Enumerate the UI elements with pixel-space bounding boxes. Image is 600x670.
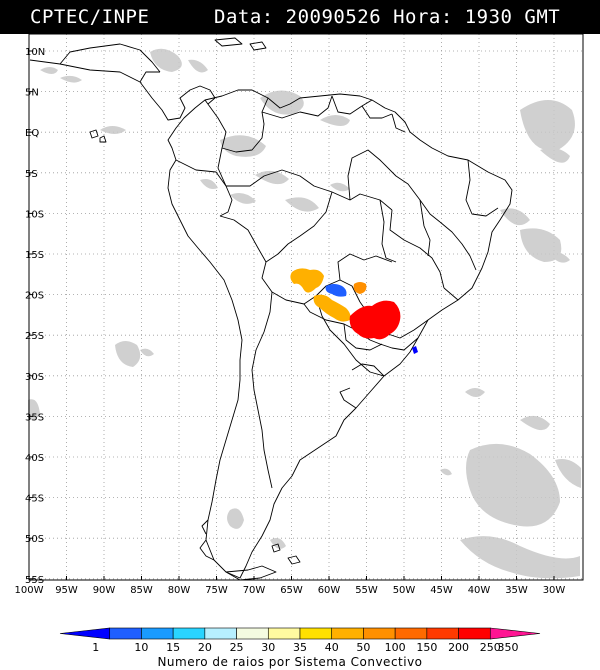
legend-swatch [141,627,174,640]
legend-swatch [59,627,111,640]
legend-value: 40 [325,641,339,654]
lon-label: 90W [93,585,116,596]
lat-label: 20S [25,291,44,302]
legend-value: 200 [448,641,469,654]
coastline-borders [29,37,513,581]
lon-label: 35W [505,585,528,596]
lat-label: 25S [25,331,44,342]
datetime-title: Data: 20090526 Hora: 1930 GMT [214,6,561,28]
legend-title: Numero de raios por Sistema Convectivo [157,655,422,669]
map-border [28,33,584,581]
lat-label: 10N [25,47,45,58]
legend-swatch [426,627,459,640]
legend-swatch [489,627,541,640]
legend-value: 350 [498,641,519,654]
lon-label: 65W [280,585,303,596]
longitude-labels: 100W 95W 90W 85W 80W 75W 70W 65W 60W 55W 50W 45W 40W… [15,576,566,596]
lat-label: 10S [25,209,44,220]
convective-system-1 [290,268,324,293]
legend-value: 1 [92,641,99,654]
legend-swatch [172,627,206,640]
convective-system-5 [349,300,401,340]
lon-label: 95W [55,585,78,596]
legend-value: 10 [134,641,148,654]
lon-label: 60W [318,585,341,596]
lon-label: 85W [130,585,153,596]
legend-swatch [109,627,142,640]
lat-label: 40S [25,453,44,464]
convective-system-3 [325,284,347,297]
convective-system-4 [353,282,367,294]
lon-label: 45W [430,585,453,596]
legend-swatch [236,627,269,640]
lon-label: 50W [393,585,416,596]
convective-system-2 [313,294,351,322]
legend-value: 35 [293,641,307,654]
legend-swatch [363,627,396,640]
lat-label: 5N [25,88,39,99]
legend-swatch [204,627,237,640]
lat-label: 15S [25,250,44,261]
legend-value: 25 [230,641,244,654]
lat-label: 5S [25,169,38,180]
legend-value: 250 [480,641,501,654]
header-bar: CPTEC/INPE Data: 20090526 Hora: 1930 GMT [0,0,600,34]
lat-label: 55S [25,575,44,586]
source-title: CPTEC/INPE [30,6,150,28]
latitude-labels: 10N 5N EQ 5S 10S 15S 20S 25S 30S 35S 40S 45S 50S 55S [25,47,45,586]
lon-label: 80W [168,585,191,596]
lat-label: 35S [25,412,44,423]
lat-label: 50S [25,534,44,545]
legend-swatch [299,627,333,640]
lon-label: 100W [15,585,44,596]
legend-swatch [267,627,301,640]
legend-value: 150 [416,641,437,654]
legend-swatch [331,627,364,640]
cloud-cover [28,48,581,579]
legend-value: 15 [166,641,180,654]
legend-swatch [458,627,491,640]
lon-label: 55W [355,585,378,596]
convective-system-6 [412,346,418,354]
lat-label: EQ [25,128,39,139]
legend-value: 20 [198,641,212,654]
legend-value: 100 [385,641,406,654]
lon-label: 70W [243,585,266,596]
lat-label: 45S [25,494,44,505]
lon-label: 40W [468,585,491,596]
legend-value: 30 [261,641,275,654]
legend-value: 50 [356,641,370,654]
convective-systems [290,268,418,354]
lat-label: 30S [25,372,44,383]
lon-label: 30W [543,585,566,596]
legend-swatch [394,627,428,640]
lon-label: 75W [205,585,228,596]
